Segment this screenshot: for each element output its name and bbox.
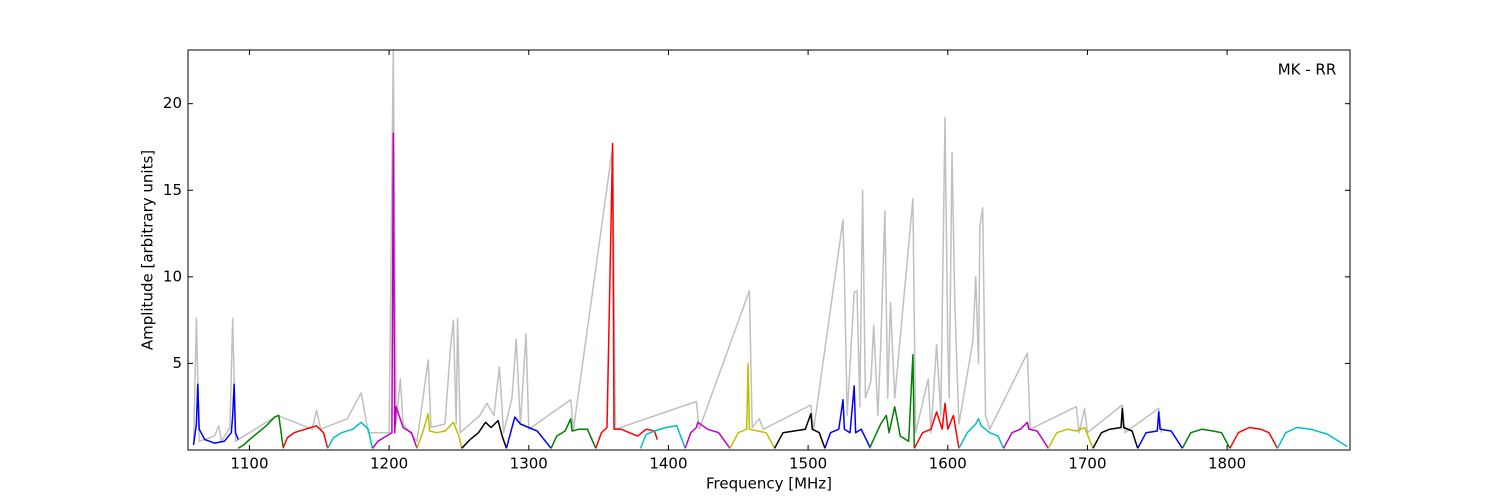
spectrum-line — [327, 421, 374, 449]
x-tick-label: 1300 — [510, 455, 548, 473]
spectrum-line — [1181, 428, 1231, 449]
spectrum-line — [237, 414, 284, 449]
y-tick-label: 10 — [163, 267, 182, 285]
spectrum-line — [505, 416, 552, 449]
spectrum-line — [913, 402, 960, 449]
spectrum-line — [1229, 426, 1279, 449]
x-tick-label: 1200 — [370, 455, 408, 473]
spectrum-line — [461, 419, 508, 449]
x-tick-label: 1500 — [789, 455, 827, 473]
annotation: MK - RR — [1278, 61, 1337, 79]
spectrum-line — [1137, 411, 1184, 449]
spectrum-line — [773, 412, 826, 449]
spectrum-line — [416, 412, 463, 449]
spectrum-line — [824, 385, 871, 449]
spectrum-line — [958, 418, 1005, 449]
x-tick-label: 1100 — [230, 455, 268, 473]
spectrum-line — [192, 383, 239, 445]
spectrum-line — [282, 425, 329, 449]
spectrum-line — [1276, 426, 1348, 449]
x-tick-label: 1800 — [1208, 455, 1246, 473]
y-tick-label: 15 — [163, 181, 182, 199]
y-axis-label: Amplitude [arbitrary units] — [139, 150, 157, 350]
spectrum-line — [1092, 407, 1139, 449]
spectrum-line — [595, 142, 659, 449]
spectrum-line — [371, 132, 418, 449]
spectrum-line — [868, 354, 916, 449]
spectrum-line — [550, 418, 597, 449]
spectrum-line — [1002, 421, 1049, 449]
spectrum-line — [192, 49, 1163, 445]
spectrum-line — [684, 421, 731, 449]
x-axis-label: Frequency [MHz] — [706, 475, 832, 493]
y-tick-label: 5 — [172, 354, 182, 372]
plot-frame — [187, 49, 1351, 451]
x-tick-label: 1400 — [649, 455, 687, 473]
x-tick-label: 1600 — [929, 455, 967, 473]
spectrum-line — [639, 425, 686, 449]
spectrum-line — [1047, 426, 1094, 449]
spectrum-line — [729, 362, 776, 449]
x-tick-label: 1700 — [1068, 455, 1106, 473]
y-tick-label: 20 — [163, 94, 182, 112]
